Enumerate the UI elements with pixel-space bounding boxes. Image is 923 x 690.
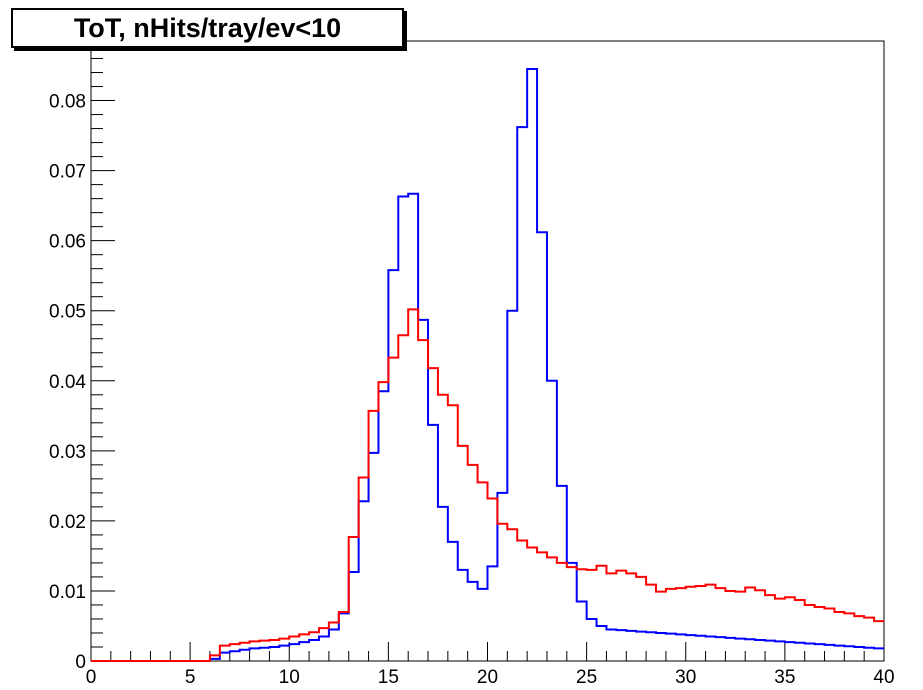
histogram-series-blue bbox=[91, 68, 884, 662]
y-tick-label: 0.06 bbox=[49, 232, 86, 253]
x-axis-ticks: 0 5 10 15 20 25 30 35 40 bbox=[86, 642, 895, 688]
series-layer bbox=[91, 68, 884, 662]
y-tick-label: 0.01 bbox=[49, 582, 86, 603]
x-tick-label: 40 bbox=[873, 667, 894, 688]
x-tick-label: 0 bbox=[86, 667, 97, 688]
histogram-series-red bbox=[91, 308, 884, 662]
chart-title: ToT, nHits/tray/ev<10 bbox=[73, 12, 342, 43]
y-tick-label: 0.03 bbox=[49, 442, 86, 463]
y-tick-label: 0.04 bbox=[49, 372, 86, 393]
x-tick-label: 30 bbox=[675, 667, 696, 688]
y-tick-label: 0.08 bbox=[49, 92, 86, 113]
x-tick-label: 35 bbox=[774, 667, 795, 688]
x-tick-label: 5 bbox=[185, 667, 196, 688]
y-axis-ticks: 0 0.01 0.02 0.03 0.04 0.05 0.06 0.07 0.08 bbox=[49, 44, 115, 673]
x-tick-label: 20 bbox=[477, 667, 498, 688]
chart-title-box: ToT, nHits/tray/ev<10 bbox=[11, 8, 404, 48]
x-tick-label: 25 bbox=[576, 667, 597, 688]
y-tick-label: 0.05 bbox=[49, 302, 86, 323]
y-tick-label: 0 bbox=[75, 652, 86, 673]
x-tick-label: 15 bbox=[378, 667, 399, 688]
x-tick-label: 10 bbox=[279, 667, 300, 688]
y-tick-label: 0.07 bbox=[49, 162, 86, 183]
y-tick-label: 0.02 bbox=[49, 512, 86, 533]
